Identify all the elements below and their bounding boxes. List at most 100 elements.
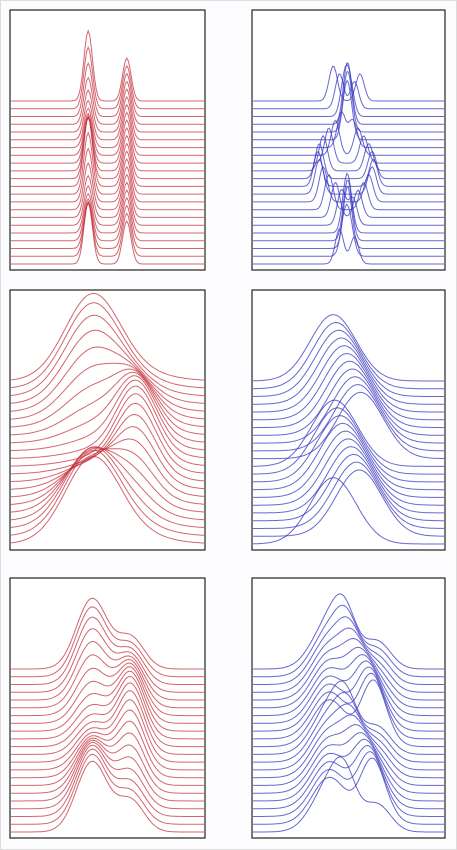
ridge-line bbox=[11, 189, 204, 234]
ridge-line bbox=[253, 637, 444, 701]
ridge-line bbox=[253, 127, 444, 164]
ridge-line bbox=[11, 709, 204, 771]
ridge-line bbox=[253, 757, 444, 825]
ridge-line bbox=[11, 375, 205, 444]
ridge-line bbox=[253, 65, 444, 102]
ridge-line bbox=[253, 469, 445, 537]
ridge-line bbox=[253, 593, 444, 670]
ridge-line bbox=[11, 88, 204, 133]
ridge-line bbox=[253, 461, 444, 529]
ridge-line bbox=[11, 720, 204, 779]
ridge-line bbox=[253, 616, 444, 685]
ridge-line bbox=[10, 346, 205, 412]
ridge-line bbox=[11, 173, 204, 218]
ridge-line bbox=[253, 172, 444, 234]
ridge-line bbox=[253, 181, 444, 218]
ridge-line bbox=[10, 371, 205, 436]
ridge-line bbox=[253, 165, 444, 203]
ridge-line bbox=[253, 71, 444, 133]
ridge-line bbox=[11, 115, 204, 180]
ridge-line bbox=[11, 116, 204, 172]
ridge-line bbox=[253, 627, 444, 693]
ridge-line bbox=[10, 362, 205, 420]
ridge-line bbox=[253, 703, 444, 771]
ridge-line bbox=[11, 181, 204, 226]
ridge-line bbox=[10, 448, 205, 505]
ridge-line bbox=[11, 201, 204, 265]
ridge-line bbox=[252, 477, 444, 545]
ridge-line bbox=[11, 666, 204, 724]
ridge-line bbox=[11, 662, 204, 717]
ridge-line bbox=[253, 438, 444, 506]
panel-frame bbox=[9, 289, 206, 551]
ridge-line bbox=[253, 186, 444, 249]
ridge-line bbox=[253, 453, 444, 522]
ridge-line bbox=[11, 760, 204, 833]
ridge-line bbox=[253, 345, 444, 413]
ridge-line bbox=[11, 196, 204, 242]
ridge-line bbox=[253, 203, 444, 257]
ridge-line bbox=[10, 426, 205, 490]
ridge-line bbox=[11, 29, 204, 102]
ridge-line bbox=[11, 748, 204, 817]
ridge-line bbox=[11, 413, 205, 482]
ridge-line bbox=[252, 407, 444, 475]
ridge-line bbox=[10, 292, 205, 381]
ridge-line bbox=[11, 385, 205, 459]
ridge-line bbox=[253, 360, 444, 429]
ridge-line bbox=[253, 228, 444, 265]
ridge-line bbox=[253, 672, 444, 740]
ridge-line bbox=[10, 447, 205, 513]
ridge-line bbox=[11, 61, 204, 117]
ridge-line bbox=[11, 744, 204, 810]
ridge-line bbox=[11, 616, 204, 685]
ridge-line bbox=[11, 147, 204, 203]
ridge-line bbox=[253, 119, 444, 156]
ridge-line bbox=[11, 161, 204, 211]
ridge-line bbox=[253, 391, 444, 460]
ridge-line bbox=[10, 302, 205, 389]
ridge-line bbox=[11, 402, 205, 475]
ridge-line bbox=[253, 430, 444, 498]
ridge-line bbox=[252, 415, 444, 483]
ridge-line bbox=[253, 738, 444, 802]
ridge-line bbox=[253, 337, 444, 405]
ridge-line bbox=[253, 446, 444, 514]
ridge-line bbox=[11, 393, 205, 467]
ridge-line bbox=[10, 446, 205, 528]
ridge-line bbox=[11, 628, 204, 693]
ridge-line bbox=[11, 114, 204, 187]
ridge-line bbox=[253, 724, 444, 786]
ridge-line bbox=[253, 188, 444, 226]
ridge-line bbox=[253, 134, 444, 172]
ridge-line bbox=[253, 714, 444, 779]
ridge-line bbox=[10, 455, 205, 544]
ridge-line bbox=[10, 368, 205, 428]
ridge-line bbox=[253, 422, 444, 491]
ridge-line bbox=[253, 384, 444, 452]
ridge-line bbox=[10, 314, 205, 397]
ridge-line bbox=[253, 179, 444, 242]
ridge-line bbox=[10, 438, 205, 498]
ridge-line bbox=[253, 376, 445, 444]
ridge-line bbox=[253, 654, 444, 717]
ridge-line bbox=[252, 329, 444, 397]
ridge-line bbox=[11, 640, 204, 701]
ridge-line bbox=[11, 201, 204, 257]
ridge-line bbox=[11, 670, 204, 732]
ridge-line bbox=[253, 111, 444, 149]
ridge-line bbox=[253, 660, 444, 724]
ridge-line bbox=[11, 597, 204, 670]
ridge-line bbox=[11, 76, 204, 125]
ridge-line bbox=[253, 150, 444, 187]
ridge-line bbox=[11, 95, 204, 141]
ridge-line bbox=[10, 446, 205, 521]
ridge-line bbox=[253, 158, 444, 195]
ridge-line bbox=[10, 329, 205, 404]
ridge-line bbox=[253, 352, 444, 421]
ridge-line bbox=[11, 690, 204, 755]
ridge-line bbox=[252, 321, 444, 390]
ridge-line bbox=[253, 666, 444, 732]
ridge-line bbox=[11, 115, 204, 164]
